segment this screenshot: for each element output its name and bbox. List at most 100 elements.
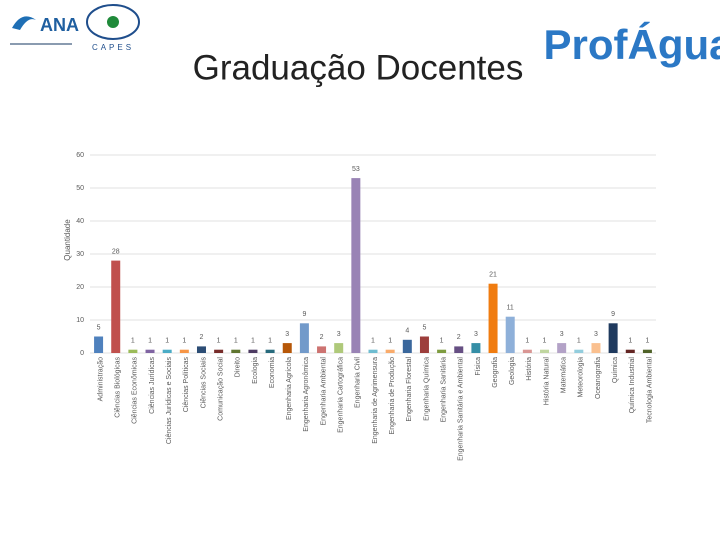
x-tick-label: Ciências Sociais: [200, 357, 207, 409]
y-tick-label: 20: [76, 284, 84, 291]
x-tick-label: Engenharia Civil: [355, 357, 362, 408]
bar: [351, 178, 361, 353]
data-label: 1: [577, 338, 581, 345]
bar: [540, 349, 550, 353]
bar: [454, 346, 464, 353]
bar: [437, 349, 447, 353]
bar: [368, 349, 378, 353]
data-label: 1: [148, 338, 152, 345]
x-tick-label: Meteorologia: [578, 357, 585, 398]
bar: [522, 349, 532, 353]
data-label: 1: [165, 338, 169, 345]
x-tick-label: História: [526, 357, 533, 381]
x-tick-label: Ecologia: [252, 357, 259, 384]
data-label: 2: [457, 334, 461, 341]
bar: [128, 349, 138, 353]
data-label: 2: [320, 334, 324, 341]
data-label: 53: [352, 166, 360, 173]
x-tick-label: Geografia: [492, 357, 499, 388]
bar: [557, 343, 567, 353]
data-label: 1: [525, 338, 529, 345]
x-tick-label: Engenharia Sanitária e Ambiental: [458, 357, 465, 461]
data-label: 3: [285, 331, 289, 338]
x-tick-label: Ciências Econômicas: [132, 357, 139, 424]
bar: [505, 316, 515, 353]
x-tick-label: Direito: [235, 357, 242, 377]
y-axis-label: Quantidade: [63, 219, 72, 261]
profagua-logo: ProfÁgua: [544, 21, 720, 68]
x-tick-label: Ciências Biológicas: [115, 357, 122, 418]
data-label: 1: [251, 338, 255, 345]
x-tick-label: Química: [612, 357, 619, 383]
x-tick-label: Engenharia Sanitária: [440, 357, 447, 422]
capes-logo: CAPES: [86, 4, 140, 52]
data-label: 1: [217, 338, 221, 345]
bar: [625, 349, 635, 353]
x-tick-label: Engenharia Agrícola: [286, 357, 293, 420]
x-tick-label: Engenharia Cartográfica: [338, 357, 345, 433]
x-tick-label: História Natural: [543, 357, 550, 406]
data-label: 4: [405, 328, 409, 335]
bar: [334, 343, 344, 353]
bar: [574, 349, 584, 353]
x-tick-label: Oceanografia: [595, 357, 602, 399]
bar: [231, 349, 241, 353]
capes-text: CAPES: [92, 43, 134, 52]
ana-logo: ANA: [10, 15, 79, 45]
bar: [317, 346, 327, 353]
data-label: 9: [302, 311, 306, 318]
data-label: 11: [507, 305, 514, 312]
bar: [111, 260, 121, 353]
x-tick-label: Engenharia Química: [423, 357, 430, 421]
x-tick-label: Engenharia de Produção: [389, 357, 396, 435]
capes-dot: [107, 16, 119, 28]
bar: [214, 349, 224, 353]
data-label: 1: [371, 338, 375, 345]
bar: [145, 349, 155, 353]
data-label: 1: [182, 338, 186, 345]
y-tick-label: 30: [76, 251, 84, 258]
x-tick-label: Engenharia Ambiental: [320, 357, 327, 426]
x-tick-label: Matemática: [561, 357, 568, 393]
bar: [179, 349, 189, 353]
y-tick-label: 10: [76, 317, 84, 324]
data-label: 2: [200, 334, 204, 341]
bar: [488, 283, 498, 353]
bar: [162, 349, 172, 353]
data-label: 1: [234, 338, 238, 345]
bar: [299, 323, 309, 353]
data-label: 1: [543, 338, 547, 345]
data-label: 3: [474, 331, 478, 338]
bar: [196, 346, 206, 353]
x-tick-label: Economia: [269, 357, 276, 388]
ana-icon: [12, 16, 36, 30]
x-tick-label: Ciências Jurídicas e Sociais: [166, 357, 173, 445]
bar: [265, 349, 275, 353]
bar: [402, 339, 412, 353]
bar: [385, 349, 395, 353]
chart-title: Graduação Docentes: [193, 48, 524, 87]
x-tick-label: Engenharia de Agrimensura: [372, 357, 379, 444]
bar: [471, 343, 481, 353]
x-tick-label: Geologia: [509, 357, 516, 385]
x-tick-label: Administração: [97, 357, 104, 401]
data-label: 9: [611, 311, 615, 318]
bar: [591, 343, 601, 353]
x-tick-label: Física: [475, 357, 482, 376]
x-tick-label: Comunicação Social: [217, 357, 224, 421]
bar: [608, 323, 618, 353]
bar: [94, 336, 104, 353]
data-label: 1: [131, 338, 135, 345]
data-label: 1: [440, 338, 444, 345]
ana-text: ANA: [40, 15, 79, 35]
data-label: 28: [112, 248, 120, 255]
data-label: 1: [388, 338, 392, 345]
bar: [419, 336, 429, 353]
x-tick-label: Ciências Jurídicas: [149, 357, 156, 414]
x-tick-label: Química Industrial: [629, 357, 636, 414]
data-label: 3: [594, 331, 598, 338]
data-label: 3: [337, 331, 341, 338]
y-tick-label: 50: [76, 185, 84, 192]
x-tick-label: Engenharia Agronômica: [303, 357, 310, 432]
